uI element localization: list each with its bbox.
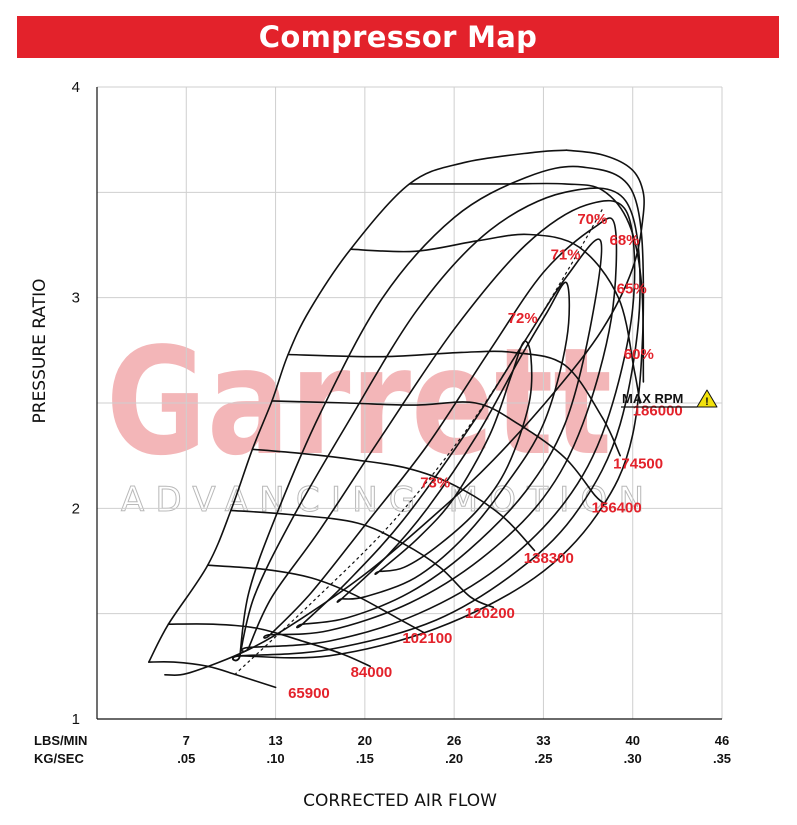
y-tick-label: 2 [72,500,80,517]
efficiency-label: 71% [551,247,581,264]
x-tick-label-lbs: 26 [447,733,461,748]
efficiency-label: 73% [420,474,450,491]
max-efficiency-path [234,208,603,676]
choke-line [164,149,645,676]
efficiency-island [232,165,645,662]
speed-line [167,623,371,668]
y-axis-title: PRESSURE RATIO [30,279,50,424]
efficiency-label: 72% [508,310,538,327]
speed-line-label: 156400 [592,500,642,517]
surge-line [148,149,568,663]
speed-line-label: 174500 [613,455,663,472]
x-tick-label-lbs: 46 [715,733,729,748]
x-tick-label-kg: .35 [713,751,731,766]
efficiency-label: 65% [617,280,647,297]
x-unit-kg-sec: KG/SEC [34,751,84,766]
chart-title: Compressor Map [258,20,538,54]
x-tick-label-lbs: 20 [358,733,372,748]
efficiency-island [295,238,603,629]
speed-line-label: 84000 [351,664,393,681]
warning-exclamation-icon: ! [705,396,709,408]
x-tick-label-kg: .15 [356,751,374,766]
efficiency-island [263,217,618,639]
max-rpm-annotation: MAX RPM ! [621,389,718,408]
speed-line [251,448,536,552]
speed-line [287,350,621,457]
axes [96,87,722,720]
x-tick-label-kg: .05 [177,751,195,766]
watermark-tagline: ADVANCING MOTION [121,480,661,520]
title-banner: Compressor Map [17,16,779,58]
y-tick-label: 3 [72,290,80,307]
curve-labels: 65900 84000 102100 120200 138300 156400 174500… [288,211,683,702]
y-tick-labels: 1 2 3 4 [72,79,80,728]
y-tick-label: 4 [72,79,80,96]
speed-line [408,182,645,383]
max-efficiency-line [234,208,603,676]
x-tick-label-kg: .25 [534,751,552,766]
x-tick-labels: 7 .05 13 .10 20 .15 26 .20 33 .25 40 .30 46 .35 [177,733,731,766]
speed-line [271,400,607,505]
efficiency-label: 70% [577,211,607,228]
speed-line [349,233,641,404]
max-rpm-label: MAX RPM [622,391,683,406]
speed-line-label: 65900 [288,685,330,702]
efficiency-label: 68% [610,232,640,249]
speed-line [230,509,495,609]
x-tick-label-lbs: 13 [268,733,282,748]
map-boundary [148,149,645,676]
x-tick-label-kg: .30 [624,751,642,766]
speed-line-label: 102100 [402,630,452,647]
speed-line-label: 120200 [465,605,515,622]
speed-line-label: 138300 [524,550,574,567]
speed-line [206,564,425,634]
x-tick-label-kg: .20 [445,751,463,766]
efficiency-island [241,199,636,653]
watermark-brand: Garrett [106,316,612,488]
x-tick-label-lbs: 7 [183,733,190,748]
speed-lines [148,182,645,689]
x-tick-label-lbs: 33 [536,733,550,748]
y-tick-label: 1 [72,711,80,728]
efficiency-label: 60% [624,346,654,363]
x-axis-title: CORRECTED AIR FLOW [303,791,497,811]
x-tick-label-lbs: 40 [625,733,639,748]
efficiency-island [374,340,533,575]
warning-triangle-icon [696,389,718,408]
x-unit-lbs-min: LBS/MIN [34,733,87,748]
x-tick-label-kg: .10 [267,751,285,766]
efficiency-island [336,281,571,603]
